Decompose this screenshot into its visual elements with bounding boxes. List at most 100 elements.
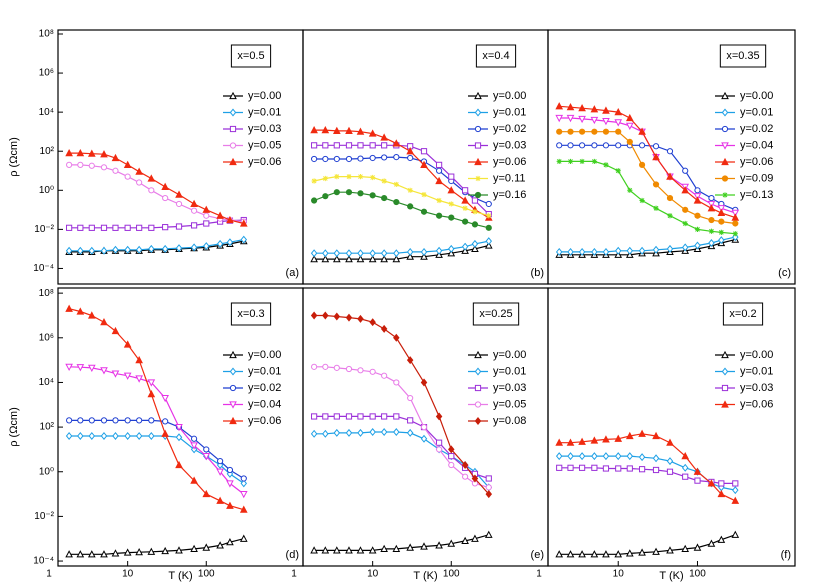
- marker: [471, 534, 479, 542]
- marker: [226, 538, 234, 546]
- marker: [202, 543, 211, 551]
- marker: [406, 247, 414, 256]
- panel: 1 10 100 y=0.00 y=0.01 y=0.03 y=0.06 x=0.2 (f) T …: [536, 287, 796, 582]
- marker: [148, 431, 155, 440]
- marker: [721, 142, 729, 150]
- marker: [369, 142, 376, 149]
- marker: [77, 246, 84, 255]
- marker: [111, 326, 120, 335]
- marker: [721, 91, 729, 100]
- marker: [666, 244, 674, 253]
- marker: [123, 372, 132, 380]
- marker: [202, 205, 211, 213]
- marker: [471, 474, 479, 483]
- marker: [226, 466, 234, 474]
- marker: [175, 433, 183, 442]
- marker: [435, 176, 443, 185]
- marker: [147, 389, 156, 398]
- legend-label: y=0.16: [493, 189, 526, 201]
- marker: [591, 158, 597, 165]
- marker: [111, 370, 120, 378]
- marker: [448, 453, 455, 460]
- panel-frame: [547, 29, 796, 285]
- marker: [357, 249, 364, 258]
- marker: [731, 209, 740, 218]
- marker: [356, 254, 365, 263]
- marker: [602, 550, 610, 558]
- marker: [625, 122, 634, 130]
- marker: [420, 423, 428, 431]
- marker: [732, 486, 739, 495]
- marker: [681, 451, 690, 460]
- x-tick-label: 10: [613, 569, 625, 580]
- marker: [239, 534, 248, 542]
- marker: [311, 363, 318, 370]
- marker: [135, 245, 143, 254]
- marker: [393, 154, 400, 161]
- marker: [356, 546, 365, 554]
- marker: [77, 161, 84, 168]
- series-line: [559, 236, 736, 253]
- panel-title: x=0.35: [726, 50, 759, 62]
- marker: [603, 162, 609, 168]
- marker: [100, 246, 108, 255]
- marker: [435, 246, 443, 255]
- marker: [381, 178, 387, 184]
- marker: [332, 546, 341, 554]
- marker: [615, 465, 622, 472]
- marker: [190, 442, 198, 450]
- marker: [578, 103, 586, 112]
- marker: [148, 224, 155, 231]
- marker: [135, 547, 143, 556]
- marker: [88, 246, 96, 255]
- series-line: [314, 129, 490, 219]
- marker: [666, 546, 674, 554]
- marker: [602, 452, 610, 461]
- marker: [356, 127, 365, 135]
- marker: [148, 417, 155, 424]
- marker: [653, 205, 659, 211]
- panel-label: (d): [286, 549, 299, 561]
- marker: [87, 364, 96, 373]
- marker: [474, 108, 482, 117]
- marker: [406, 147, 414, 155]
- marker: [721, 350, 729, 359]
- marker: [708, 216, 715, 224]
- y-tick-label: 10⁰: [39, 185, 54, 196]
- marker: [485, 484, 492, 491]
- marker: [66, 224, 73, 231]
- panel-label: (b): [531, 267, 544, 279]
- marker: [357, 155, 364, 162]
- marker: [485, 224, 492, 231]
- marker: [590, 116, 599, 125]
- marker: [229, 142, 237, 149]
- marker: [721, 108, 729, 117]
- marker: [380, 249, 388, 258]
- series-line: [69, 164, 244, 223]
- title-box: [230, 44, 272, 68]
- marker: [100, 150, 108, 158]
- marker: [474, 91, 482, 100]
- panel: 10⁻⁴ 10⁻² 10⁰ 10² 10⁴ 10⁶ 10⁸ 1 10 100 y=0.00 y=0.0…: [8, 287, 304, 582]
- marker: [393, 333, 400, 342]
- marker: [614, 246, 622, 255]
- marker: [652, 181, 660, 188]
- marker: [462, 218, 469, 225]
- x-tick-label: 1: [291, 569, 297, 580]
- marker: [333, 142, 340, 149]
- marker: [100, 431, 108, 440]
- marker: [602, 106, 610, 114]
- marker: [406, 543, 414, 551]
- marker: [87, 311, 96, 319]
- marker: [693, 467, 702, 475]
- marker: [321, 254, 330, 263]
- y-tick-label: 10⁶: [39, 68, 54, 79]
- marker: [406, 356, 414, 365]
- marker: [420, 160, 428, 168]
- legend-label: y=0.06: [248, 415, 281, 427]
- marker: [357, 174, 364, 180]
- marker: [602, 128, 610, 135]
- legend-label: y=0.04: [248, 398, 281, 410]
- marker: [333, 413, 340, 420]
